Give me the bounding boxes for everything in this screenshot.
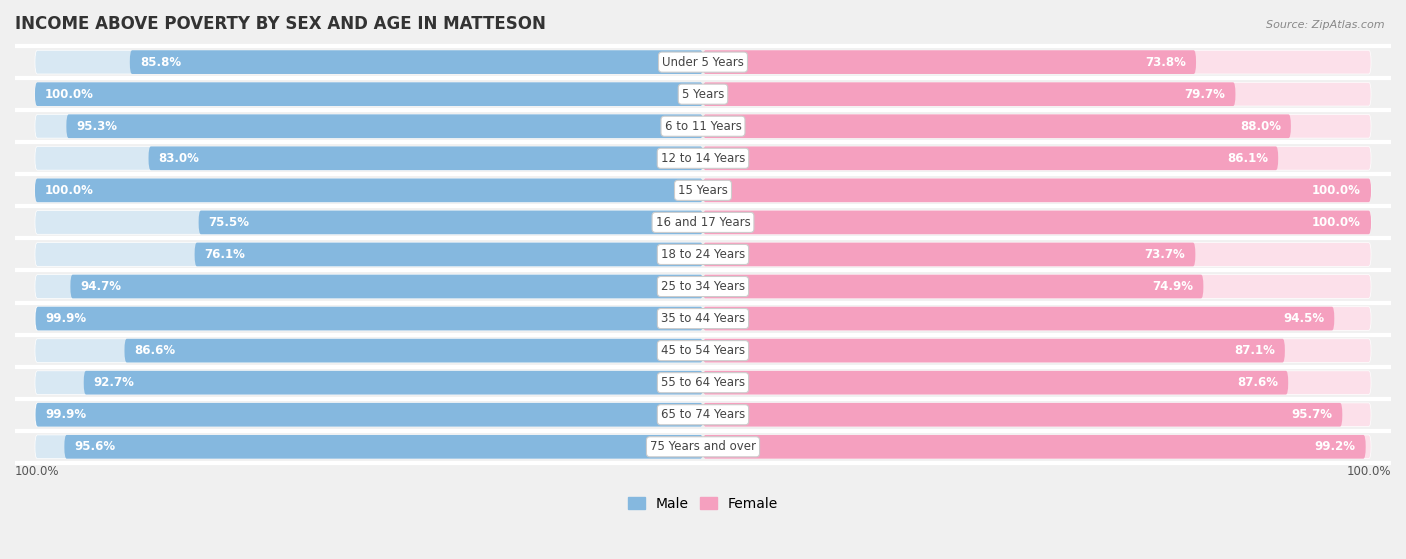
Text: 100.0%: 100.0% (1312, 216, 1361, 229)
FancyBboxPatch shape (35, 339, 703, 362)
FancyBboxPatch shape (35, 435, 703, 458)
FancyBboxPatch shape (703, 371, 1371, 395)
FancyBboxPatch shape (703, 243, 1195, 266)
Text: 99.9%: 99.9% (46, 312, 87, 325)
Text: 86.6%: 86.6% (135, 344, 176, 357)
Legend: Male, Female: Male, Female (623, 491, 783, 517)
FancyBboxPatch shape (84, 371, 703, 395)
Text: 86.1%: 86.1% (1227, 152, 1268, 165)
FancyBboxPatch shape (35, 50, 703, 74)
Text: 55 to 64 Years: 55 to 64 Years (661, 376, 745, 389)
FancyBboxPatch shape (703, 371, 1288, 395)
Text: 95.6%: 95.6% (75, 440, 115, 453)
FancyBboxPatch shape (703, 82, 1371, 106)
FancyBboxPatch shape (703, 274, 1371, 299)
Text: 100.0%: 100.0% (15, 465, 59, 479)
Text: 100.0%: 100.0% (1347, 465, 1391, 479)
FancyBboxPatch shape (35, 211, 703, 234)
FancyBboxPatch shape (125, 339, 703, 362)
FancyBboxPatch shape (35, 403, 703, 427)
FancyBboxPatch shape (35, 243, 703, 266)
Text: 92.7%: 92.7% (94, 376, 135, 389)
FancyBboxPatch shape (65, 435, 703, 458)
FancyBboxPatch shape (703, 211, 1371, 234)
Text: 85.8%: 85.8% (141, 56, 181, 69)
Text: 12 to 14 Years: 12 to 14 Years (661, 152, 745, 165)
FancyBboxPatch shape (198, 211, 703, 234)
FancyBboxPatch shape (703, 274, 1204, 299)
Text: 74.9%: 74.9% (1153, 280, 1194, 293)
Text: 95.7%: 95.7% (1291, 408, 1333, 421)
FancyBboxPatch shape (35, 403, 703, 427)
Text: INCOME ABOVE POVERTY BY SEX AND AGE IN MATTESON: INCOME ABOVE POVERTY BY SEX AND AGE IN M… (15, 15, 546, 33)
FancyBboxPatch shape (703, 50, 1371, 74)
Text: 65 to 74 Years: 65 to 74 Years (661, 408, 745, 421)
FancyBboxPatch shape (703, 403, 1371, 427)
FancyBboxPatch shape (703, 339, 1285, 362)
FancyBboxPatch shape (703, 243, 1371, 266)
Text: 73.8%: 73.8% (1144, 56, 1185, 69)
Text: 75.5%: 75.5% (208, 216, 250, 229)
FancyBboxPatch shape (703, 211, 1371, 234)
FancyBboxPatch shape (66, 115, 703, 138)
Text: 75 Years and over: 75 Years and over (650, 440, 756, 453)
Text: 99.2%: 99.2% (1315, 440, 1355, 453)
FancyBboxPatch shape (703, 178, 1371, 202)
FancyBboxPatch shape (703, 178, 1371, 202)
FancyBboxPatch shape (703, 146, 1278, 170)
FancyBboxPatch shape (35, 307, 703, 330)
Text: 73.7%: 73.7% (1144, 248, 1185, 261)
FancyBboxPatch shape (149, 146, 703, 170)
FancyBboxPatch shape (703, 435, 1371, 458)
Text: 6 to 11 Years: 6 to 11 Years (665, 120, 741, 132)
Text: Under 5 Years: Under 5 Years (662, 56, 744, 69)
FancyBboxPatch shape (703, 307, 1334, 330)
Text: 83.0%: 83.0% (159, 152, 200, 165)
Text: 94.7%: 94.7% (80, 280, 121, 293)
FancyBboxPatch shape (35, 274, 703, 299)
Text: 18 to 24 Years: 18 to 24 Years (661, 248, 745, 261)
Text: 25 to 34 Years: 25 to 34 Years (661, 280, 745, 293)
Text: 5 Years: 5 Years (682, 88, 724, 101)
FancyBboxPatch shape (35, 115, 703, 138)
Text: 100.0%: 100.0% (45, 184, 94, 197)
FancyBboxPatch shape (35, 307, 703, 330)
Text: 16 and 17 Years: 16 and 17 Years (655, 216, 751, 229)
FancyBboxPatch shape (35, 146, 703, 170)
FancyBboxPatch shape (703, 82, 1236, 106)
Text: 15 Years: 15 Years (678, 184, 728, 197)
FancyBboxPatch shape (703, 403, 1343, 427)
Text: 94.5%: 94.5% (1284, 312, 1324, 325)
Text: Source: ZipAtlas.com: Source: ZipAtlas.com (1267, 20, 1385, 30)
FancyBboxPatch shape (703, 50, 1197, 74)
FancyBboxPatch shape (70, 274, 703, 299)
Text: 76.1%: 76.1% (205, 248, 246, 261)
FancyBboxPatch shape (129, 50, 703, 74)
Text: 87.6%: 87.6% (1237, 376, 1278, 389)
FancyBboxPatch shape (194, 243, 703, 266)
Text: 99.9%: 99.9% (46, 408, 87, 421)
Text: 79.7%: 79.7% (1184, 88, 1226, 101)
FancyBboxPatch shape (35, 82, 703, 106)
Text: 35 to 44 Years: 35 to 44 Years (661, 312, 745, 325)
FancyBboxPatch shape (703, 115, 1371, 138)
Text: 100.0%: 100.0% (45, 88, 94, 101)
FancyBboxPatch shape (703, 435, 1365, 458)
FancyBboxPatch shape (703, 115, 1291, 138)
Text: 100.0%: 100.0% (1312, 184, 1361, 197)
FancyBboxPatch shape (35, 82, 703, 106)
FancyBboxPatch shape (35, 178, 703, 202)
Text: 88.0%: 88.0% (1240, 120, 1281, 132)
FancyBboxPatch shape (703, 339, 1371, 362)
FancyBboxPatch shape (703, 307, 1371, 330)
Text: 95.3%: 95.3% (76, 120, 118, 132)
FancyBboxPatch shape (35, 371, 703, 395)
Text: 87.1%: 87.1% (1234, 344, 1275, 357)
FancyBboxPatch shape (35, 178, 703, 202)
FancyBboxPatch shape (703, 146, 1371, 170)
Text: 45 to 54 Years: 45 to 54 Years (661, 344, 745, 357)
